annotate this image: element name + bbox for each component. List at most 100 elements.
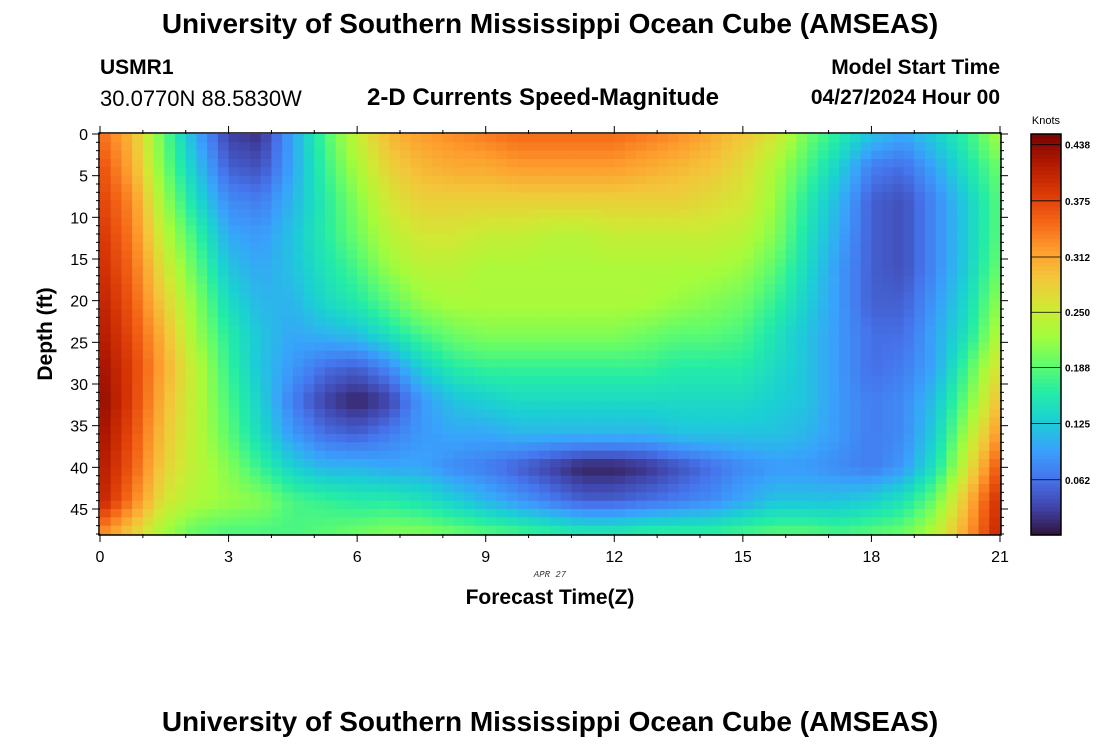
x-tick-label: 0 bbox=[96, 549, 105, 566]
heatmap-cell bbox=[239, 417, 251, 427]
heatmap-cell bbox=[335, 325, 348, 335]
heatmap-cell bbox=[132, 242, 144, 252]
heatmap-cell bbox=[978, 134, 990, 143]
heatmap-cell bbox=[100, 359, 112, 368]
heatmap-cell bbox=[507, 267, 519, 277]
heatmap-cell bbox=[560, 325, 573, 335]
heatmap-cell bbox=[464, 392, 476, 402]
heatmap-cell bbox=[378, 409, 390, 418]
heatmap-cell bbox=[860, 492, 873, 502]
heatmap-cell bbox=[378, 325, 390, 335]
x-tick-label: 18 bbox=[863, 549, 881, 566]
heatmap-cell bbox=[614, 409, 626, 418]
heatmap-cell bbox=[967, 375, 980, 385]
heatmap-cell bbox=[367, 309, 380, 318]
heatmap-cell bbox=[250, 509, 262, 518]
heatmap-cell bbox=[657, 234, 669, 243]
heatmap-cell bbox=[550, 450, 562, 460]
heatmap-cell bbox=[732, 325, 744, 335]
heatmap-cell bbox=[100, 284, 112, 293]
heatmap-cell bbox=[217, 242, 230, 252]
heatmap-cell bbox=[914, 267, 926, 277]
heatmap-cell bbox=[142, 350, 155, 360]
heatmap-cell bbox=[517, 300, 530, 310]
heatmap-cell bbox=[400, 142, 412, 152]
heatmap-cell bbox=[657, 484, 669, 493]
heatmap-cell bbox=[946, 184, 958, 193]
heatmap-cell bbox=[475, 200, 487, 210]
heatmap-cell bbox=[464, 375, 476, 385]
heatmap-cell bbox=[539, 175, 551, 185]
heatmap-cell bbox=[678, 375, 690, 385]
heatmap-cell bbox=[260, 392, 273, 402]
heatmap-cell bbox=[667, 134, 680, 143]
heatmap-cell bbox=[132, 200, 144, 210]
heatmap-cell bbox=[250, 400, 262, 410]
heatmap-cell bbox=[121, 525, 133, 535]
heatmap-cell bbox=[389, 509, 401, 518]
heatmap-cell bbox=[475, 417, 487, 427]
colorbar-segment bbox=[1031, 418, 1061, 424]
heatmap-cell bbox=[228, 384, 240, 393]
colorbar-segment bbox=[1031, 206, 1061, 211]
heatmap-cell bbox=[700, 359, 712, 368]
heatmap-cell bbox=[185, 225, 198, 235]
heatmap-cell bbox=[860, 434, 873, 443]
heatmap-cell bbox=[817, 350, 830, 360]
heatmap-cell bbox=[700, 300, 712, 310]
heatmap-cell bbox=[925, 342, 937, 352]
heatmap-cell bbox=[539, 284, 551, 293]
heatmap-cell bbox=[732, 475, 744, 485]
heatmap-cell bbox=[582, 325, 594, 335]
heatmap-cell bbox=[646, 309, 658, 318]
heatmap-cell bbox=[153, 275, 165, 285]
heatmap-cell bbox=[710, 517, 723, 527]
heatmap-cell bbox=[967, 359, 980, 368]
heatmap-cell bbox=[400, 517, 412, 527]
colorbar-segment bbox=[1031, 414, 1061, 420]
heatmap-cell bbox=[485, 484, 498, 493]
heatmap-cell bbox=[914, 475, 926, 485]
heatmap-cell bbox=[357, 375, 369, 385]
heatmap-cell bbox=[250, 475, 262, 485]
heatmap-cell bbox=[775, 517, 787, 527]
heatmap-cell bbox=[142, 342, 155, 352]
heatmap-cell bbox=[121, 350, 133, 360]
heatmap-cell bbox=[882, 134, 894, 143]
heatmap-cell bbox=[571, 500, 583, 510]
heatmap-cell bbox=[153, 209, 165, 218]
heatmap-cell bbox=[346, 384, 358, 393]
heatmap-cell bbox=[453, 500, 465, 510]
heatmap-cell bbox=[753, 434, 765, 443]
heatmap-cell bbox=[871, 409, 883, 418]
heatmap-cell bbox=[464, 300, 476, 310]
heatmap-cell bbox=[678, 409, 690, 418]
heatmap-cell bbox=[946, 209, 958, 218]
heatmap-cell bbox=[453, 400, 465, 410]
heatmap-cell bbox=[721, 300, 733, 310]
heatmap-cell bbox=[753, 192, 765, 202]
heatmap-cell bbox=[507, 409, 519, 418]
heatmap-cell bbox=[175, 184, 187, 193]
heatmap-cell bbox=[850, 442, 862, 452]
heatmap-cell bbox=[742, 525, 755, 535]
heatmap-cell bbox=[796, 242, 808, 252]
heatmap-cell bbox=[346, 509, 358, 518]
heatmap-cell bbox=[603, 300, 615, 310]
heatmap-cell bbox=[946, 317, 958, 327]
heatmap-cell bbox=[742, 259, 755, 268]
heatmap-cell bbox=[678, 459, 690, 468]
heatmap-cell bbox=[357, 250, 369, 260]
heatmap-cell bbox=[721, 359, 733, 368]
heatmap-cell bbox=[282, 234, 294, 243]
heatmap-cell bbox=[346, 375, 358, 385]
heatmap-cell bbox=[550, 375, 562, 385]
heatmap-cell bbox=[282, 300, 294, 310]
heatmap-cell bbox=[325, 200, 337, 210]
heatmap-cell bbox=[753, 142, 765, 152]
heatmap-cell bbox=[367, 225, 380, 235]
heatmap-cell bbox=[432, 442, 444, 452]
heatmap-cell bbox=[464, 409, 476, 418]
heatmap-cell bbox=[625, 525, 637, 535]
heatmap-cell bbox=[807, 384, 819, 393]
